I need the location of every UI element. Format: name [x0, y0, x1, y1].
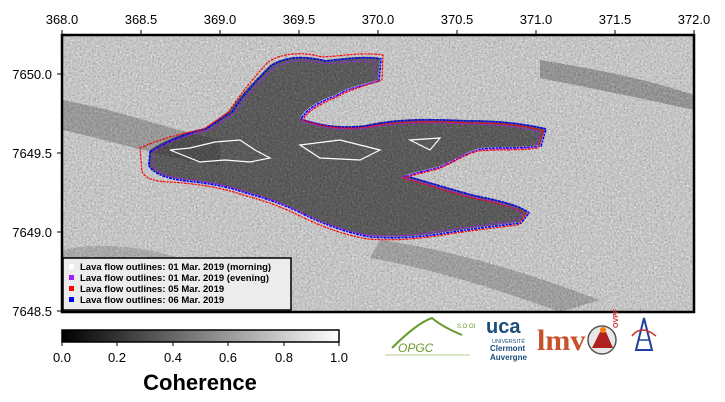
y-tick-label: 7649.0: [12, 225, 52, 240]
x-tick-label: 372.0: [678, 12, 711, 27]
uca-logo: uca UNIVERSITÉ Clermont Auvergne: [486, 316, 527, 362]
colorbar-tick-label: 0.2: [108, 350, 126, 365]
colorbar-tick-label: 1.0: [330, 350, 348, 365]
svg-text:Auvergne: Auvergne: [490, 353, 527, 362]
outline-01-mar-morning: [169, 137, 442, 163]
y-axis: 7650.0 7649.5 7649.0 7648.5: [12, 67, 62, 319]
legend-swatch-0: [69, 264, 74, 269]
svg-text:OVPF: OVPF: [613, 308, 620, 328]
svg-text:Clermont: Clermont: [490, 344, 525, 353]
colorbar-tick-label: 0.8: [275, 350, 293, 365]
legend-swatch-1: [69, 275, 74, 280]
legend-label: Lava flow outlines: 05 Mar. 2019: [80, 284, 224, 295]
x-axis: 368.0 368.5 369.0 369.5 370.0 370.5 371.…: [46, 12, 711, 35]
ovpf-logo: OVPF: [613, 308, 657, 351]
legend-label: Lava flow outlines: 01 Mar. 2019 (evenin…: [80, 273, 269, 284]
x-tick-label: 369.5: [283, 12, 316, 27]
x-tick-label: 370.0: [362, 12, 395, 27]
lmv-logo: lmv: [537, 324, 585, 357]
x-tick-label: 368.0: [46, 12, 79, 27]
x-tick-label: 371.5: [599, 12, 632, 27]
legend: Lava flow outlines: 01 Mar. 2019 (mornin…: [62, 257, 292, 311]
outline-01-mar-evening: [151, 60, 541, 237]
volcano-seal-icon: [587, 325, 617, 355]
colorbar-tick-label: 0.4: [164, 350, 182, 365]
legend-label: Lava flow outlines: 01 Mar. 2019 (mornin…: [80, 262, 271, 273]
x-tick-label: 369.0: [204, 12, 237, 27]
x-tick-label: 371.0: [520, 12, 553, 27]
y-tick-label: 7648.5: [12, 304, 52, 319]
legend-swatch-3: [69, 297, 74, 302]
x-tick-label: 370.5: [441, 12, 474, 27]
legend-swatch-2: [69, 286, 74, 291]
y-tick-label: 7649.5: [12, 146, 52, 161]
svg-text:lmv: lmv: [537, 324, 585, 357]
opgc-logo: OPGC S.O OI: [385, 316, 476, 356]
colorbar-tick-label: 0.0: [53, 350, 71, 365]
y-tick-label: 7650.0: [12, 67, 52, 82]
outline-06-mar: [148, 56, 548, 239]
colorbar: 0.0 0.2 0.4 0.6 0.8 1.0 Coherence: [53, 329, 348, 395]
x-tick-label: 368.5: [125, 12, 158, 27]
svg-text:OPGC: OPGC: [398, 341, 434, 355]
svg-text:UNIVERSITÉ: UNIVERSITÉ: [492, 338, 525, 345]
legend-label: Lava flow outlines: 06 Mar. 2019: [80, 295, 224, 306]
colorbar-tick-label: 0.6: [219, 350, 237, 365]
svg-text:uca: uca: [486, 316, 521, 338]
outline-05-mar: [139, 53, 545, 241]
svg-text:S.O OI: S.O OI: [457, 324, 476, 330]
colorbar-title: Coherence: [143, 370, 257, 395]
